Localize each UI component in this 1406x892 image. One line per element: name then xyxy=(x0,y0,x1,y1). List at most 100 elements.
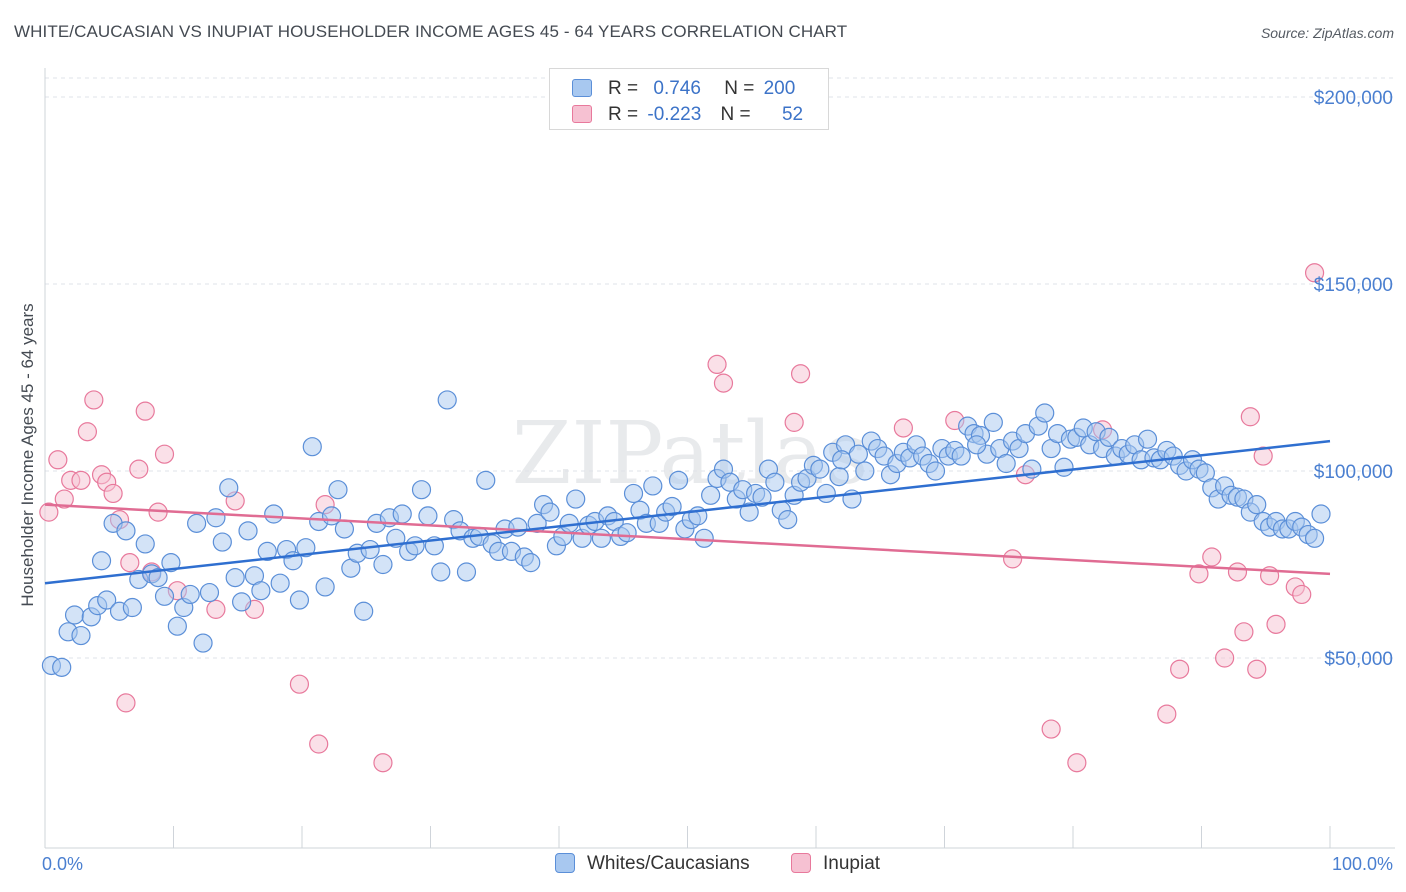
whites-trend-line xyxy=(44,439,1331,585)
y-tick-labels: $50,000 $100,000 $150,000 $200,000 xyxy=(1314,88,1393,670)
whites-point-51 xyxy=(373,554,393,575)
whites-point-44 xyxy=(328,480,348,500)
whites-point-126 xyxy=(855,461,875,481)
inupiat-point-29 xyxy=(790,364,811,384)
legend-text-whites: R = 0.746 N = 200 xyxy=(608,78,795,100)
inupiat-point-39 xyxy=(1189,564,1209,584)
inupiat-point-25 xyxy=(373,753,393,773)
inupiat-point-48 xyxy=(1266,614,1286,634)
axes xyxy=(44,68,1395,849)
whites-point-4 xyxy=(71,625,91,646)
inupiat-point-22 xyxy=(289,674,310,694)
whites-point-1 xyxy=(52,657,72,677)
inupiat-point-11 xyxy=(116,693,136,713)
whites-point-38 xyxy=(289,590,310,610)
whites-point-30 xyxy=(238,521,258,541)
whites-point-28 xyxy=(225,567,245,588)
whites-point-198 xyxy=(832,450,852,470)
whites-point-170 xyxy=(1137,429,1158,449)
watermark: ZIPatlas xyxy=(512,404,868,504)
inupiat-points xyxy=(39,263,1325,773)
whites-point-24 xyxy=(199,582,220,603)
inupiat-point-46 xyxy=(1253,446,1273,466)
whites-point-110 xyxy=(752,487,772,507)
whites-point-122 xyxy=(829,467,849,487)
whites-point-199 xyxy=(967,435,987,455)
whites-point-108 xyxy=(739,502,759,522)
whites-point-64 xyxy=(456,562,477,582)
whites-point-42 xyxy=(315,577,335,597)
whites-point-3 xyxy=(64,605,85,625)
inupiat-point-30 xyxy=(893,418,913,438)
whites-point-85 xyxy=(591,528,612,548)
source-label: Source: ZipAtlas.com xyxy=(1260,25,1394,41)
whites-point-14 xyxy=(135,534,155,554)
whites-point-141 xyxy=(951,446,971,466)
y-tick-label-1: $100,000 xyxy=(1314,462,1393,483)
whites-point-12 xyxy=(122,597,142,618)
inupiat-point-41 xyxy=(1215,648,1235,668)
inupiat-point-44 xyxy=(1240,407,1260,427)
whites-point-112 xyxy=(765,472,785,492)
whites-point-81 xyxy=(566,489,586,509)
y-tick-label-2: $150,000 xyxy=(1314,275,1393,296)
inupiat-point-50 xyxy=(1292,584,1312,605)
whites-point-48 xyxy=(354,601,374,621)
whites-point-16 xyxy=(148,567,168,588)
legend-swatch-blue xyxy=(572,79,592,97)
whites-point-45 xyxy=(334,519,355,539)
whites-point-34 xyxy=(264,504,284,524)
whites-point-90 xyxy=(623,483,644,504)
whites-point-96 xyxy=(662,496,682,517)
series-swatch-pink xyxy=(791,853,811,873)
whites-point-56 xyxy=(405,536,425,556)
inupiat-trend-line xyxy=(44,503,1331,576)
whites-point-148 xyxy=(996,453,1016,474)
x-tick-label-1: 100.0% xyxy=(1332,854,1393,874)
whites-point-164 xyxy=(1099,427,1119,447)
whites-point-97 xyxy=(668,470,689,490)
n-value-inupiat: 52 xyxy=(781,104,804,125)
legend-text-inupiat: R = -0.223 N = 52 xyxy=(608,104,803,126)
whites-point-40 xyxy=(302,437,322,457)
whites-point-19 xyxy=(167,616,187,636)
inupiat-point-26 xyxy=(707,354,727,375)
r-label: R = xyxy=(608,104,639,125)
inupiat-point-43 xyxy=(1234,622,1254,642)
inupiat-point-28 xyxy=(784,412,804,432)
inupiat-point-2 xyxy=(54,489,74,509)
inupiat-point-6 xyxy=(84,390,104,410)
trend-lines xyxy=(44,439,1331,585)
n-label: N = xyxy=(724,78,755,99)
whites-point-67 xyxy=(476,470,496,490)
whites-point-120 xyxy=(816,483,836,504)
whites-point-25 xyxy=(206,508,226,528)
whites-point-35 xyxy=(270,573,290,593)
inupiat-point-23 xyxy=(309,734,329,754)
whites-point-7 xyxy=(91,551,112,571)
correlation-legend: R = 0.746 N = 200 R = -0.223 N = 52 xyxy=(549,68,829,130)
r-value-whites: 0.746 xyxy=(653,78,701,99)
whites-point-187 xyxy=(1247,495,1267,515)
inupiat-point-42 xyxy=(1227,562,1248,582)
y-tick-label-3: $200,000 xyxy=(1314,88,1393,109)
whites-point-157 xyxy=(1054,457,1074,477)
whites-point-54 xyxy=(392,504,412,524)
whites-point-72 xyxy=(508,517,528,537)
whites-point-102 xyxy=(701,485,721,505)
whites-point-32 xyxy=(251,581,271,601)
whites-point-77 xyxy=(540,502,560,522)
legend-swatch-pink xyxy=(572,105,592,123)
y-axis-title: Householder Income Ages 45 - 64 years xyxy=(18,303,37,606)
whites-point-93 xyxy=(643,476,663,496)
whites-point-27 xyxy=(219,478,239,498)
whites-point-119 xyxy=(810,459,830,479)
whites-point-74 xyxy=(521,553,541,573)
whites-point-11 xyxy=(116,521,136,541)
inupiat-point-45 xyxy=(1247,659,1267,679)
whites-point-57 xyxy=(411,480,432,500)
whites-point-89 xyxy=(617,523,637,543)
whites-point-23 xyxy=(193,633,213,653)
inupiat-point-5 xyxy=(77,422,98,442)
